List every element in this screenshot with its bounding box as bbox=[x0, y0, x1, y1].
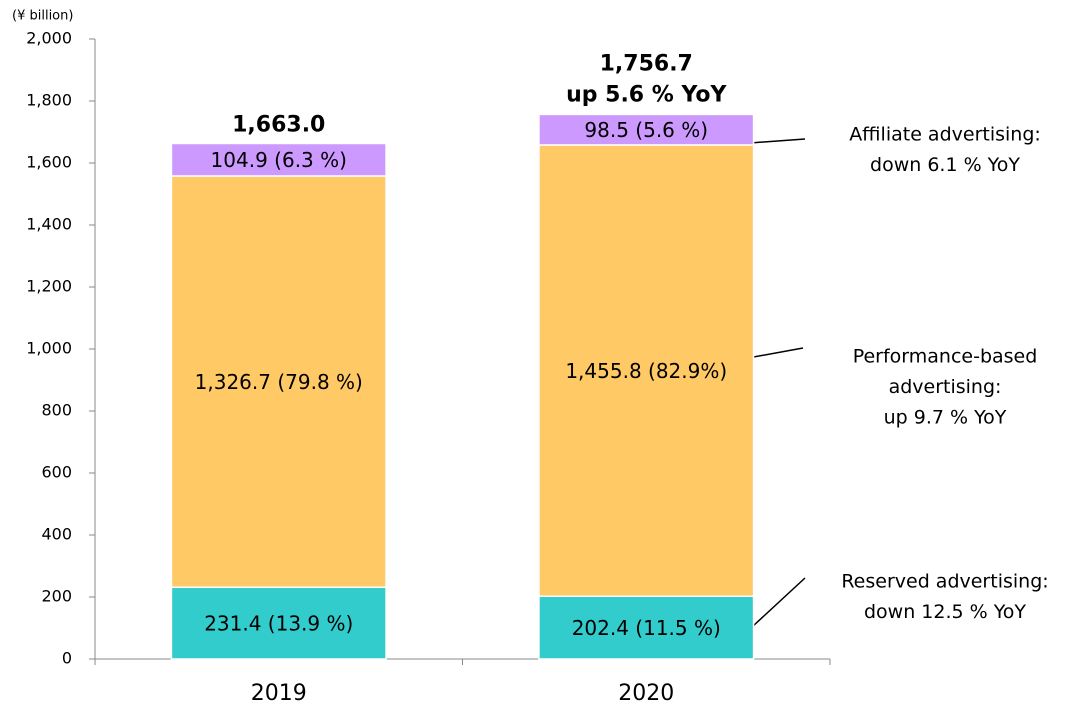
y-tick-label: 600 bbox=[41, 463, 72, 482]
y-tick-label: 1,800 bbox=[26, 91, 72, 110]
y-tick-label: 200 bbox=[41, 587, 72, 606]
leader-line bbox=[751, 577, 806, 628]
series-annotation: advertising: bbox=[889, 376, 1002, 398]
y-tick-label: 800 bbox=[41, 401, 72, 420]
total-label: 1,663.0 bbox=[232, 112, 325, 137]
bar-segment bbox=[538, 144, 755, 598]
y-tick-label: 1,200 bbox=[26, 277, 72, 296]
bar-segment bbox=[538, 595, 755, 660]
value-label: 1,326.7 (79.8 %) bbox=[195, 370, 363, 394]
series-annotation: down 12.5 % YoY bbox=[864, 601, 1026, 623]
series-annotation: Performance-based bbox=[853, 346, 1038, 368]
value-label: 1,455.8 (82.9%) bbox=[565, 359, 727, 383]
series-annotation: down 6.1 % YoY bbox=[870, 154, 1020, 176]
value-label: 202.4 (11.5 %) bbox=[572, 616, 721, 640]
series-annotation: Affiliate advertising: bbox=[849, 124, 1041, 146]
bar-segment bbox=[170, 175, 387, 589]
y-tick-label: 1,600 bbox=[26, 153, 72, 172]
bar-segment bbox=[538, 113, 755, 146]
total-label: 1,756.7 bbox=[600, 51, 693, 76]
y-tick-label: 1,000 bbox=[26, 339, 72, 358]
series-annotation: Reserved advertising: bbox=[841, 571, 1048, 593]
series-annotation: up 9.7 % YoY bbox=[884, 407, 1007, 429]
bar-segment bbox=[170, 142, 387, 177]
x-tick-label: 2020 bbox=[618, 681, 674, 706]
y-tick-label: 1,400 bbox=[26, 215, 72, 234]
value-label: 98.5 (5.6 %) bbox=[584, 118, 708, 142]
value-label: 231.4 (13.9 %) bbox=[204, 612, 353, 636]
bar-segment bbox=[170, 586, 387, 660]
growth-label: up 5.6 % YoY bbox=[566, 82, 727, 107]
y-tick-label: 400 bbox=[41, 525, 72, 544]
y-tick-label: 2,000 bbox=[26, 29, 72, 48]
value-label: 104.9 (6.3 %) bbox=[211, 148, 347, 172]
y-tick-label: 0 bbox=[62, 649, 72, 668]
leader-line bbox=[749, 138, 806, 144]
unit-label: (¥ billion) bbox=[12, 9, 73, 24]
leader-line bbox=[747, 347, 804, 359]
x-tick-label: 2019 bbox=[251, 681, 307, 706]
